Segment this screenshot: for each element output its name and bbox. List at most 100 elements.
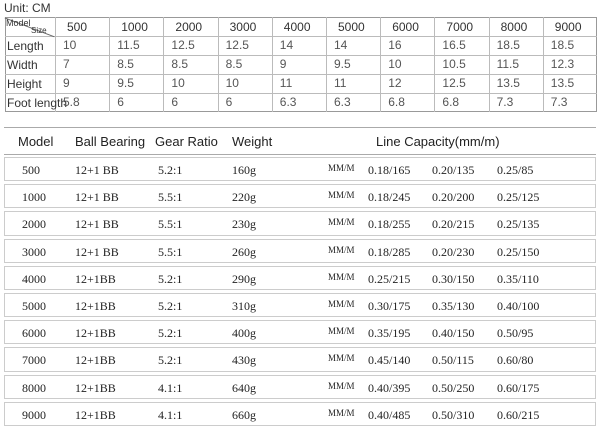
- size-value: 12.5: [171, 38, 195, 52]
- specs-cell: 2000: [22, 217, 46, 232]
- specs-cell: 0.50/95: [497, 326, 534, 341]
- size-value: 10: [225, 76, 239, 90]
- col-line: [109, 17, 111, 112]
- specs-cell: 0.50/250: [432, 380, 475, 395]
- size-value: 6.3: [334, 95, 351, 109]
- specs-row: [4, 157, 596, 182]
- specs-cell: 0.25/135: [497, 217, 540, 232]
- specs-cell: 0.20/215: [432, 217, 475, 232]
- specs-cell: MM/M: [328, 190, 355, 201]
- specs-cell: 12+1BB: [75, 353, 116, 368]
- specs-cell: 0.18/245: [368, 190, 411, 205]
- specs-row: [4, 374, 596, 399]
- specs-cell: 0.18/165: [368, 163, 411, 177]
- col-line: [163, 17, 165, 112]
- size-value: 13.5: [496, 76, 520, 90]
- size-value: 8.5: [171, 57, 189, 71]
- size-value: 12.5: [225, 38, 249, 52]
- specs-cell: 0.20/200: [432, 190, 475, 205]
- size-column-header: 2000: [175, 20, 203, 34]
- specs-cell: 0.35/110: [497, 271, 539, 286]
- size-value: 16.5: [442, 38, 466, 52]
- specs-cell: MM/M: [328, 407, 355, 418]
- size-value: 11: [334, 76, 347, 90]
- specs-row: [4, 184, 596, 209]
- size-value: 8.5: [225, 57, 243, 71]
- specs-cell: 0.40/150: [432, 326, 475, 341]
- specs-header: Model: [18, 134, 54, 149]
- specs-cell: 0.40/395: [368, 380, 411, 395]
- size-value: 7: [63, 57, 70, 71]
- specs-cell: 0.25/125: [497, 190, 540, 205]
- specs-cell: 5000: [22, 299, 46, 313]
- row-line: [5, 93, 597, 94]
- size-column-header: 9000: [554, 20, 582, 34]
- specs-cell: MM/M: [328, 271, 355, 282]
- specs-cell: 12+1BB: [75, 271, 116, 286]
- size-value: 11.5: [117, 38, 140, 52]
- specs-cell: MM/M: [328, 217, 355, 228]
- size-value: 14: [279, 38, 294, 52]
- specs-cell: 0.35/195: [368, 326, 411, 341]
- size-column-header: 5000: [338, 20, 365, 34]
- specs-cell: 0.40/485: [368, 407, 411, 422]
- specs-cell: 12+1 BB: [75, 190, 119, 205]
- specs-cell: 640g: [232, 380, 256, 395]
- specs-cell: 12+1BB: [75, 326, 116, 341]
- size-value: 10: [171, 76, 185, 90]
- size-value: 10: [388, 57, 402, 71]
- size-column-header: 500: [67, 20, 88, 34]
- size-value: 18.5: [550, 38, 575, 52]
- size-value: 9: [63, 76, 70, 90]
- specs-row: [4, 238, 596, 263]
- specs-cell: 4.1:1: [158, 407, 183, 422]
- specs-cell: 12+1 BB: [75, 244, 119, 259]
- size-value: 12.3: [550, 57, 575, 71]
- size-value: 7.3: [496, 95, 514, 109]
- size-column-header: 1000: [121, 20, 148, 34]
- size-table: [5, 17, 597, 112]
- specs-cell: MM/M: [328, 163, 355, 173]
- specs-cell: 0.60/80: [497, 353, 534, 368]
- size-column-header: 8000: [500, 20, 528, 34]
- specs-cell: 5.5:1: [158, 244, 183, 259]
- specs-cell: 0.25/215: [368, 271, 411, 286]
- size-column-header: 7000: [446, 20, 474, 34]
- specs-cell: MM/M: [328, 380, 355, 391]
- size-column-header: 3000: [229, 20, 257, 34]
- specs-cell: MM/M: [328, 353, 355, 364]
- specs-cell: 0.60/175: [497, 380, 540, 395]
- specs-cell: 0.25/85: [497, 163, 534, 177]
- specs-cell: 5.5:1: [158, 217, 183, 232]
- specs-cell: 5.5:1: [158, 190, 183, 205]
- size-row-label: Width: [7, 58, 38, 72]
- size-value: 9.5: [117, 76, 134, 90]
- specs-cell: 660g: [232, 407, 256, 422]
- size-value: 12.5: [442, 76, 466, 90]
- unit-label: Unit: CM: [4, 1, 51, 15]
- specs-cell: 12+1BB: [75, 380, 116, 395]
- size-value: 5.8: [63, 95, 80, 109]
- specs-cell: 310g: [232, 299, 256, 313]
- specs-row: [4, 320, 596, 345]
- corner-model: Model: [6, 18, 31, 28]
- specs-cell: 0.45/140: [368, 353, 411, 368]
- specs-cell: 500: [22, 163, 40, 177]
- specs-cell: 4.1:1: [158, 380, 183, 395]
- specs-cell: 0.40/100: [497, 299, 540, 313]
- specs-cell: 0.30/175: [368, 299, 411, 313]
- specs-row: [4, 347, 596, 372]
- specs-cell: 6000: [22, 326, 46, 341]
- size-value: 18.5: [496, 38, 520, 52]
- size-value: 6.8: [388, 95, 405, 109]
- size-value: 10.5: [442, 57, 466, 71]
- size-value: 8.5: [117, 57, 134, 71]
- specs-cell: 0.35/130: [432, 299, 475, 313]
- specs-cell: 12+1 BB: [75, 163, 119, 177]
- col-line: [542, 17, 544, 112]
- size-row-label: Height: [7, 77, 42, 91]
- size-value: 11: [279, 76, 293, 90]
- specs-cell: 0.50/310: [432, 407, 475, 422]
- col-line: [55, 17, 56, 112]
